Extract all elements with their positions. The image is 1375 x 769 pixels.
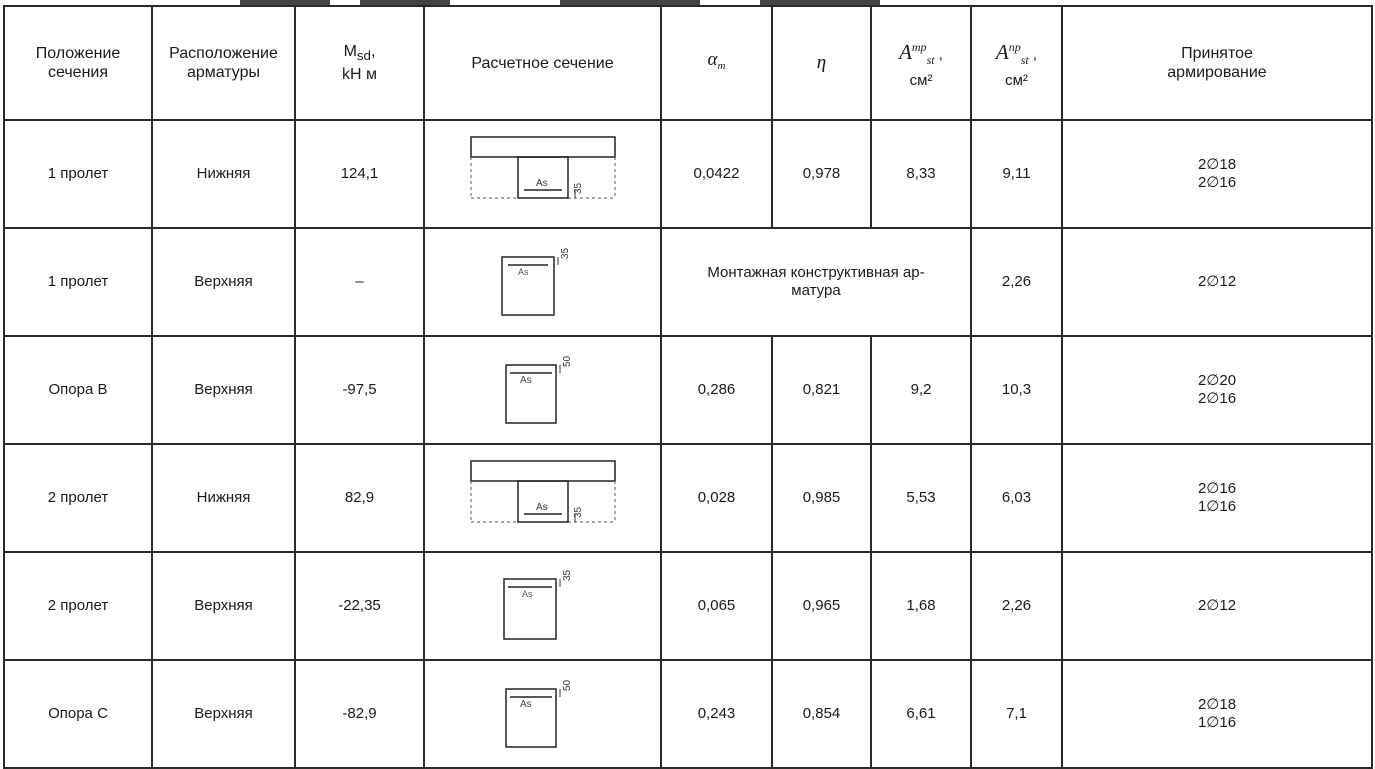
header-eta: η: [771, 5, 872, 121]
cell-alpha: 0,243: [660, 659, 773, 769]
cell-placement: Верхняя: [151, 335, 296, 445]
rect-section-top-icon: As 35: [502, 569, 573, 640]
svg-text:As: As: [522, 589, 533, 599]
svg-text:35: 35: [573, 506, 584, 518]
cell-position: 2 пролет: [3, 551, 153, 661]
cell-placement: Верхняя: [151, 227, 296, 337]
t-section-bottom-icon: As 35: [469, 135, 616, 199]
cell-area-provided: 9,11: [970, 119, 1063, 229]
t-section-bottom-icon: As 35: [469, 459, 616, 523]
header-row: Положение сечения Расположение арматуры …: [3, 5, 1373, 121]
cell-position: Опора В: [3, 335, 153, 445]
cell-eta: 0,978: [771, 119, 872, 229]
svg-text:50: 50: [562, 355, 573, 367]
svg-text:As: As: [520, 375, 532, 386]
svg-text:50: 50: [562, 679, 573, 691]
cell-rebar: 2∅16 1∅16: [1061, 443, 1373, 553]
rect-section-top-icon: As 50: [504, 679, 573, 748]
header-moment: Msd, kH м: [294, 5, 425, 121]
header-area-provided: Aпрst , см²: [970, 5, 1063, 121]
svg-text:35: 35: [562, 569, 573, 581]
cell-rebar: 2∅20 2∅16: [1061, 335, 1373, 445]
cell-alpha: 0,286: [660, 335, 773, 445]
rect-section-top-icon: As 35: [500, 247, 571, 316]
table-row: 2 пролет Нижняя 82,9 As 35 0,028 0,985 5…: [3, 443, 1373, 553]
cell-eta: 0,985: [771, 443, 872, 553]
header-adopted: Принятое армирование: [1061, 5, 1373, 121]
cell-position: 1 пролет: [3, 119, 153, 229]
cell-area-required: 1,68: [870, 551, 972, 661]
cell-moment: 82,9: [294, 443, 425, 553]
cell-section: As 35: [423, 443, 662, 553]
table-row: Опора В Верхняя -97,5 As 50 0,286 0,821 …: [3, 335, 1373, 445]
cell-moment: -22,35: [294, 551, 425, 661]
svg-text:As: As: [536, 502, 548, 513]
header-section: Расчетное сечение: [423, 5, 662, 121]
cell-section: As 50: [423, 335, 662, 445]
cell-section: As 50: [423, 659, 662, 769]
cell-placement: Нижняя: [151, 119, 296, 229]
svg-text:As: As: [536, 178, 548, 189]
header-placement: Расположение арматуры: [151, 5, 296, 121]
cell-area-provided: 7,1: [970, 659, 1063, 769]
table-row: 2 пролет Верхняя -22,35 As 35 0,065 0,96…: [3, 551, 1373, 661]
header-position: Положение сечения: [3, 5, 153, 121]
cell-area-provided: 2,26: [970, 227, 1063, 337]
svg-text:As: As: [518, 267, 529, 277]
cell-rebar: 2∅18 2∅16: [1061, 119, 1373, 229]
cell-position: Опора С: [3, 659, 153, 769]
cell-placement: Нижняя: [151, 443, 296, 553]
cell-moment: –: [294, 227, 425, 337]
cropped-caption-strip: [0, 0, 1375, 6]
header-area-required: Ampst , см²: [870, 5, 972, 121]
cell-area-required: 8,33: [870, 119, 972, 229]
cell-placement: Верхняя: [151, 551, 296, 661]
table-row: Опора С Верхняя -82,9 As 50 0,243 0,854 …: [3, 659, 1373, 769]
cell-section: As 35: [423, 119, 662, 229]
cell-moment: -97,5: [294, 335, 425, 445]
cell-alpha: 0,028: [660, 443, 773, 553]
cell-alpha: 0,0422: [660, 119, 773, 229]
cell-area-provided: 2,26: [970, 551, 1063, 661]
cell-placement: Верхняя: [151, 659, 296, 769]
cell-eta: 0,821: [771, 335, 872, 445]
cell-section: As 35: [423, 227, 662, 337]
cell-area-required: 5,53: [870, 443, 972, 553]
reinforcement-table: Положение сечения Расположение арматуры …: [3, 5, 1373, 769]
cell-area-required: 6,61: [870, 659, 972, 769]
cell-rebar: 2∅12: [1061, 551, 1373, 661]
cell-area-provided: 10,3: [970, 335, 1063, 445]
header-alpha: αm: [660, 5, 773, 121]
cell-eta: 0,965: [771, 551, 872, 661]
rect-section-top-icon: As 50: [504, 355, 573, 424]
cell-position: 2 пролет: [3, 443, 153, 553]
table-row: 1 пролет Верхняя – As 35 Монтажная конст…: [3, 227, 1373, 337]
cell-alpha: 0,065: [660, 551, 773, 661]
cell-moment: 124,1: [294, 119, 425, 229]
cell-position: 1 пролет: [3, 227, 153, 337]
cell-merged-note: Монтажная конструктивная ар- матура: [660, 227, 972, 337]
cell-eta: 0,854: [771, 659, 872, 769]
cell-section: As 35: [423, 551, 662, 661]
cell-area-provided: 6,03: [970, 443, 1063, 553]
svg-text:35: 35: [560, 247, 571, 259]
svg-text:35: 35: [573, 182, 584, 194]
cell-rebar: 2∅12: [1061, 227, 1373, 337]
table-row: 1 пролет Нижняя 124,1 As 35 0,0422 0,978…: [3, 119, 1373, 229]
cell-moment: -82,9: [294, 659, 425, 769]
svg-text:As: As: [520, 699, 532, 710]
cell-area-required: 9,2: [870, 335, 972, 445]
cell-rebar: 2∅18 1∅16: [1061, 659, 1373, 769]
